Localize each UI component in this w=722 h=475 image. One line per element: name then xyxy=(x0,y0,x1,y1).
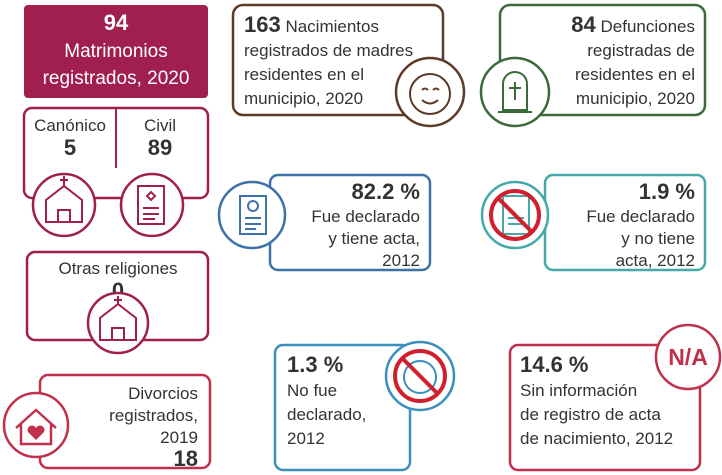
deaths-label: registradas de xyxy=(587,41,695,60)
births-heading: 163 Nacimientos xyxy=(244,12,379,37)
not-declared-label: 2012 xyxy=(287,429,325,448)
civil-value: 89 xyxy=(148,135,172,160)
no-certificate-icon xyxy=(480,180,550,250)
births-label: registrados de madres xyxy=(244,41,413,60)
church-icon xyxy=(31,172,97,238)
church-icon xyxy=(86,291,150,355)
declared-label: Fue declarado xyxy=(311,207,420,226)
births-value: 163 xyxy=(244,12,281,37)
not-declared-label: No fue xyxy=(287,381,337,400)
na-badge-text: N/A xyxy=(668,344,708,370)
baby-icon xyxy=(394,56,466,128)
marriages-card xyxy=(24,5,208,98)
declared-no-record-value: 1.9 % xyxy=(639,179,695,204)
not-declared-value: 1.3 % xyxy=(287,352,343,377)
certificate-icon xyxy=(217,180,287,250)
canonico-value: 5 xyxy=(64,135,76,160)
no-info-card xyxy=(508,343,702,472)
tombstone-icon xyxy=(479,56,551,128)
no-info-label: de nacimiento, 2012 xyxy=(520,429,673,448)
declared-no-record-label: Fue declarado xyxy=(586,207,695,226)
marriages-label: Matrimonios xyxy=(64,41,167,62)
births-label: municipio, 2020 xyxy=(244,89,363,108)
other-religions-label: Otras religiones xyxy=(58,259,177,278)
deaths-label: Defunciones xyxy=(600,17,695,36)
no-info-value: 14.6 % xyxy=(520,352,589,377)
no-info-label: de registro de acta xyxy=(520,405,661,424)
divorces-label: registrados, xyxy=(109,406,198,425)
deaths-label: municipio, 2020 xyxy=(576,89,695,108)
deaths-card xyxy=(498,3,707,117)
house-icon xyxy=(2,391,70,459)
na-badge xyxy=(654,323,722,391)
marriages-total: 94 xyxy=(104,10,129,35)
divorces-value: 18 xyxy=(174,446,198,471)
declared-label: y tiene acta, xyxy=(328,229,420,248)
declared-no-record-label: acta, 2012 xyxy=(616,251,695,270)
births-label: Nacimientos xyxy=(285,17,379,36)
no-baby-icon xyxy=(384,340,456,412)
divorces-label: 2019 xyxy=(160,428,198,447)
declared-value: 82.2 % xyxy=(352,179,421,204)
declared-no-record-label: y no tiene xyxy=(621,229,695,248)
civil-label: Civil xyxy=(144,116,176,135)
marriages-label: registrados, 2020 xyxy=(43,68,190,89)
deaths-value: 84 xyxy=(571,12,596,37)
deaths-heading: 84 Defunciones xyxy=(571,12,695,37)
declared-label: 2012 xyxy=(382,251,420,270)
document-icon xyxy=(119,172,185,238)
deaths-label: residentes en el xyxy=(575,65,695,84)
divorces-label: Divorcios xyxy=(128,384,198,403)
not-declared-label: declarado, xyxy=(287,405,366,424)
births-label: residentes en el xyxy=(244,65,364,84)
no-info-label: Sin información xyxy=(520,381,637,400)
canonico-label: Canónico xyxy=(34,116,106,135)
